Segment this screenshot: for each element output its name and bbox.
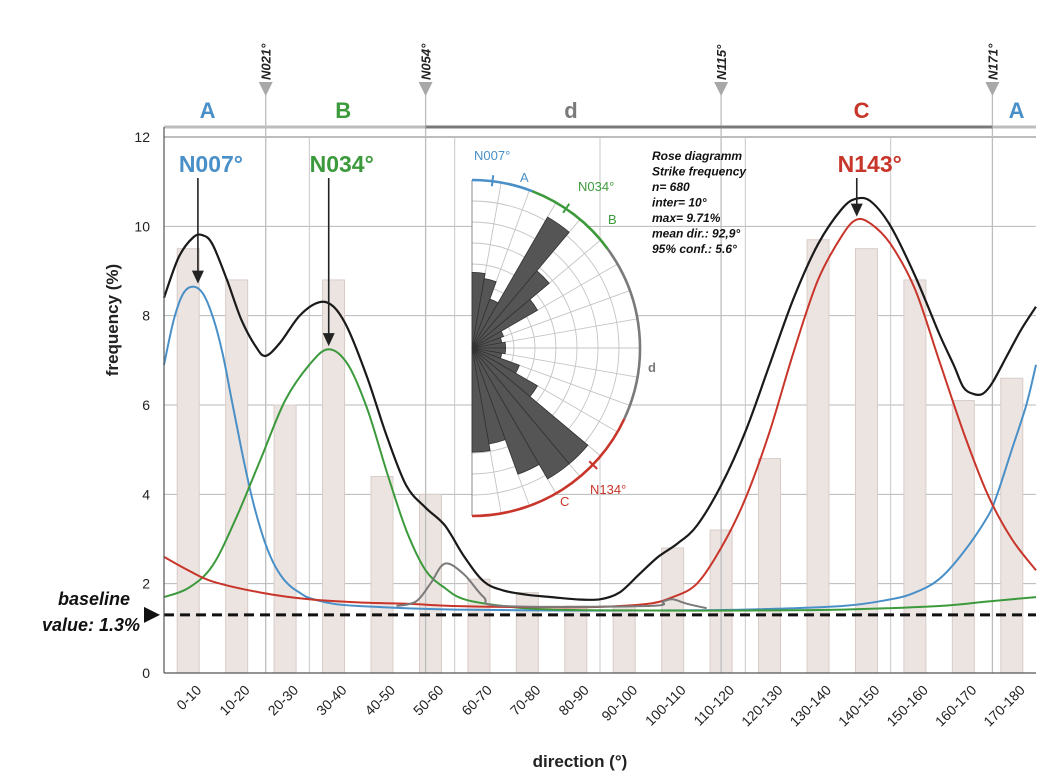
- rose-label-n007: N007°: [474, 148, 510, 163]
- rose-petal: [471, 270, 550, 349]
- rose-peak-tick: [588, 460, 598, 470]
- y-tick-label: 2: [142, 576, 150, 592]
- boundary-label: N054°: [419, 43, 434, 80]
- boundary-label: N171°: [985, 43, 1000, 80]
- bar: [951, 400, 975, 674]
- rose-arc-C: [471, 418, 626, 518]
- rose-arc-A: [471, 178, 533, 193]
- x-tick-label: 60-70: [458, 682, 495, 719]
- x-tick-label: 30-40: [313, 682, 350, 719]
- rose-peak-tick: [490, 175, 495, 187]
- boundary-marker: [258, 82, 273, 96]
- x-tick-label: 150-160: [883, 682, 931, 730]
- curve-d: [396, 562, 707, 610]
- curve-sum: [162, 196, 1037, 601]
- boundary-label: N115°: [714, 44, 729, 80]
- rose-petal: [471, 298, 539, 349]
- rose-arc-d: [606, 248, 642, 420]
- rose-label-n134: N134°: [590, 482, 626, 497]
- bar: [273, 404, 297, 674]
- rose-info-line: mean dir.: 92,9°: [652, 227, 740, 241]
- boundary-marker: [985, 82, 1000, 96]
- x-tick-label: 130-140: [786, 682, 834, 730]
- rose-petal: [471, 347, 491, 453]
- rose-petal: [471, 347, 540, 475]
- curve-B: [163, 348, 1037, 612]
- baseline-label-line1: baseline: [58, 589, 130, 609]
- y-axis-title: frequency (%): [103, 264, 122, 376]
- rose-peak-tick: [562, 203, 571, 214]
- x-tick-label: 70-80: [507, 682, 544, 719]
- y-tick-label: 6: [142, 397, 150, 413]
- x-tick-label: 90-100: [598, 682, 640, 724]
- curves-layer: [162, 196, 1037, 612]
- rose-label-a: A: [520, 170, 529, 185]
- x-tick-label: 10-20: [216, 682, 253, 719]
- zone-label: A: [1009, 98, 1025, 123]
- y-tick-label: 10: [134, 218, 150, 234]
- rose-petal: [471, 216, 570, 349]
- x-tick-label: 0-10: [173, 682, 204, 713]
- bar: [758, 458, 782, 674]
- x-tick-label: 100-110: [642, 682, 689, 729]
- x-axis-title: direction (°): [533, 752, 628, 771]
- curve-A: [163, 285, 1037, 612]
- x-tick-label: 140-150: [835, 682, 883, 730]
- y-tick-label: 8: [142, 308, 150, 324]
- baseline-label-line2: value: 1.3%: [42, 615, 140, 635]
- x-tick-label: 110-120: [690, 682, 737, 729]
- x-tick-label: 170-180: [980, 682, 1028, 730]
- peak-label: N143°: [838, 151, 902, 177]
- bar: [515, 592, 539, 674]
- rose-info-line: Rose diagramm: [652, 149, 742, 163]
- x-tick-label: 50-60: [410, 682, 447, 719]
- bar: [370, 475, 394, 674]
- rose-info-line: 95% conf.: 5.6°: [652, 242, 737, 256]
- zone-label: d: [564, 98, 577, 123]
- rose-info-line: inter= 10°: [652, 196, 707, 210]
- y-tick-label: 0: [142, 665, 150, 681]
- rose-arc-B: [531, 189, 609, 251]
- rose-petal: [471, 347, 570, 480]
- rose-label-c: C: [560, 494, 569, 509]
- rose-label-d: d: [648, 360, 656, 375]
- peak-arrow-head: [850, 203, 863, 217]
- rose-info-line: max= 9.71%: [652, 211, 721, 225]
- x-tick-label: 40-50: [361, 682, 398, 719]
- rose-info-line: Strike frequency: [652, 165, 747, 179]
- x-tick-label: 80-90: [555, 682, 592, 719]
- peak-label: N007°: [179, 151, 243, 177]
- baseline-arrow: [144, 606, 160, 623]
- annotation-layer: N007° N034° N143°: [179, 151, 902, 347]
- zone-label: C: [854, 98, 870, 123]
- y-tick-label: 12: [134, 129, 150, 145]
- x-tick-label: 160-170: [932, 682, 980, 730]
- boundary-marker: [714, 82, 729, 96]
- y-tick-label: 4: [142, 486, 150, 502]
- baseline-layer: baseline value: 1.3%: [42, 589, 1036, 635]
- rose-info-line: n= 680: [652, 180, 690, 194]
- boundary-label: N021°: [259, 43, 274, 80]
- rose-petal: [471, 330, 505, 349]
- peak-arrow-head: [322, 333, 335, 347]
- rose-diagram: N007° A N034° Bd N134° C Rose diagramm Strike f…: [471, 148, 747, 518]
- curve-C: [163, 217, 1037, 609]
- peak-arrow-head: [191, 270, 204, 284]
- rose-label-n034: N034°: [578, 179, 614, 194]
- zone-label: B: [335, 98, 351, 123]
- peak-label: N034°: [310, 151, 374, 177]
- x-tick-label: 20-30: [265, 682, 302, 719]
- boundary-marker: [418, 82, 433, 96]
- x-tick-label: 120-130: [738, 682, 786, 730]
- zone-label: A: [200, 98, 216, 123]
- rose-label-b: B: [608, 212, 617, 227]
- bar: [176, 248, 200, 674]
